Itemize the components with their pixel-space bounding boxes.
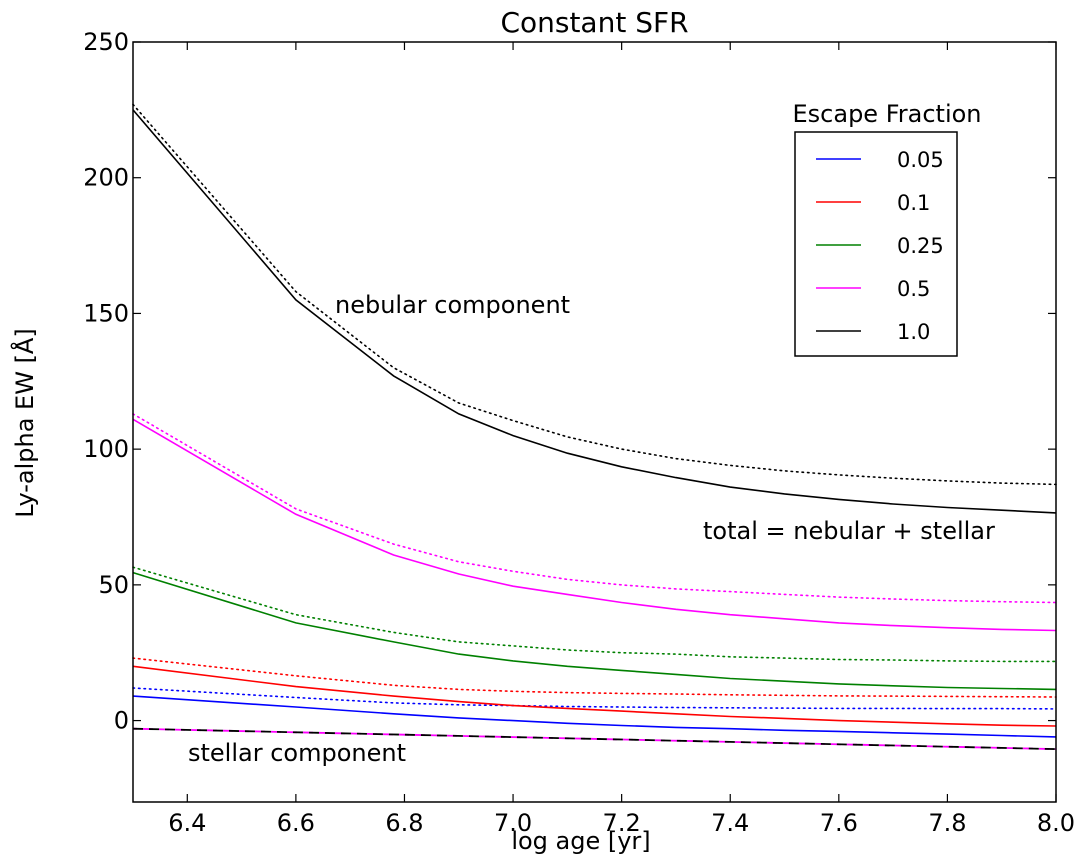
series-1-total-line — [132, 665, 1057, 727]
x-tick-label: 7.2 — [603, 809, 641, 837]
series-4-nebular-line — [132, 103, 1057, 486]
chart-title: Constant SFR — [500, 6, 688, 39]
axes-layer: 6.4 6.6 6.8 7.0 7.2 7.4 7.6 7.8 8.0 0 50 100 150 200 2… — [83, 28, 1075, 837]
annotation-nebular: nebular component — [335, 291, 570, 319]
series-3-total-line — [132, 418, 1057, 632]
series-0-nebular-line — [132, 687, 1057, 710]
legend-label-1: 0.1 — [897, 191, 930, 215]
legend-label-4: 1.0 — [897, 320, 930, 344]
y-tick-label: 100 — [83, 435, 129, 463]
x-tick-label: 7.0 — [494, 809, 532, 837]
series-4-total-line — [132, 109, 1057, 514]
y-tick-label: 50 — [98, 571, 129, 599]
x-tick-label: 6.4 — [168, 809, 206, 837]
x-tick-label: 7.4 — [711, 809, 749, 837]
x-tick-label: 6.6 — [277, 809, 315, 837]
series-3-nebular-line — [132, 413, 1057, 604]
legend-box — [794, 131, 958, 357]
x-tick-label: 8.0 — [1037, 809, 1075, 837]
series-2-nebular-line — [132, 566, 1057, 663]
series-layer — [132, 103, 1057, 750]
y-tick-label: 150 — [83, 299, 129, 327]
legend-label-0: 0.05 — [897, 148, 944, 172]
x-axis-title: log age [yr] — [511, 827, 650, 855]
stellar-line — [132, 727, 1057, 750]
annotation-total: total = nebular + stellar — [703, 517, 995, 545]
series-0-total-line — [132, 695, 1057, 738]
plot-frame — [132, 41, 1057, 803]
legend: Escape Fraction 0.05 0.1 0.25 0.5 1.0 — [793, 100, 982, 357]
x-tick-label: 7.8 — [928, 809, 966, 837]
y-tick-label: 0 — [114, 707, 129, 735]
x-tick-label: 6.8 — [385, 809, 423, 837]
legend-label-3: 0.5 — [897, 277, 930, 301]
annotation-stellar: stellar component — [188, 739, 406, 767]
legend-title: Escape Fraction — [793, 100, 982, 128]
x-tick-label: 7.6 — [820, 809, 858, 837]
legend-label-2: 0.25 — [897, 234, 944, 258]
series-2-total-line — [132, 571, 1057, 691]
y-axis-title: Ly-alpha EW [Å] — [10, 328, 39, 517]
series-1-nebular-line — [132, 657, 1057, 698]
y-tick-label: 200 — [83, 164, 129, 192]
legend-entries: 0.05 0.1 0.25 0.5 1.0 — [816, 148, 944, 344]
y-tick-label: 250 — [83, 28, 129, 56]
